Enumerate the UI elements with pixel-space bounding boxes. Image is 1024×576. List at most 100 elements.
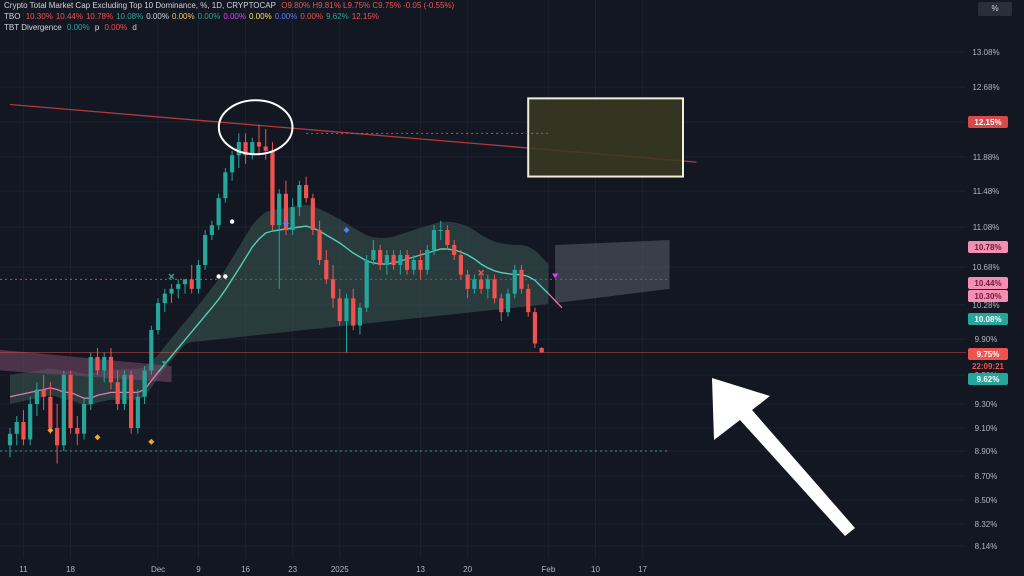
candle [277,189,282,289]
candle [41,375,46,410]
candle-body [162,293,167,304]
price-tag-label: 10.08% [974,315,1001,324]
y-axis-tick-label: 9.10% [975,424,998,433]
candle-body [290,207,295,230]
x-axis-tick-label: 10 [591,565,600,574]
candle [297,180,302,217]
candle-body [492,279,497,299]
tbo-value: 0.00% [146,12,169,21]
candle-body [270,150,275,226]
signal-marker [282,220,289,227]
candle-body [189,279,194,289]
price-tag [968,360,1008,372]
candle [209,220,214,240]
y-axis-tick-label: 8.90% [975,447,998,456]
candle-body [337,298,342,322]
price-tag-label: 9.62% [977,375,1000,384]
candle [391,250,396,270]
resistance-zone-box [527,97,685,178]
candle-body [7,433,13,446]
tbo-value: 0.00% [300,12,324,21]
candle-body [499,298,504,313]
candle-body [330,279,336,299]
candle-body [75,428,80,434]
candle-body [505,293,511,313]
y-axis-tick-label: 8.70% [975,472,998,481]
candle [108,348,114,390]
candle-body [317,230,322,260]
candle-body [411,260,416,270]
candle-body [209,225,214,235]
candle-body [532,312,538,344]
candle-body [196,265,201,289]
candle-body [512,269,517,294]
x-axis-tick-label: 23 [288,565,297,574]
tbt-value-3: 0.00% [104,23,128,32]
candle [418,250,423,280]
signal-marker [47,427,54,434]
lower-band [0,349,172,383]
candle-body [223,172,228,199]
candle [472,274,477,294]
signal-marker [223,274,228,279]
candle [21,410,26,446]
y-axis-tick-label: 12.68% [972,83,999,92]
y-axis-tick-label: 9.90% [975,335,998,344]
percent-scale-button[interactable]: % [978,2,1012,16]
ohlc-values: O9.80% H9.81% L9.75% C9.75% -0.05 (-0.55… [281,1,455,10]
candle [492,274,497,304]
tbo-value: 10.78% [85,12,114,21]
candle-body [526,288,531,313]
candle-body [324,260,329,280]
price-tag-label: 9.75% [977,350,1000,359]
candle [479,274,484,294]
price-tag-label: 10.78% [974,243,1001,252]
candle-body [378,250,383,265]
candle [122,370,127,410]
candle-body [88,357,93,404]
tbt-indicator-name[interactable]: TBT Divergence [4,23,62,32]
candle [263,129,268,160]
y-axis-tick-label: 11.48% [973,187,1000,196]
x-axis-tick-label: Feb [542,565,556,574]
price-tag [968,348,1008,360]
signal-marker [229,219,235,224]
x-axis-tick-label: 13 [416,565,425,574]
price-tag [968,277,1008,289]
candle-body [283,193,289,230]
candle [485,274,490,299]
candle [404,250,410,275]
tbo-indicator-name[interactable]: TBO [4,12,21,21]
candle [532,307,538,348]
x-axis-tick-label: 17 [638,565,647,574]
candle [512,265,517,299]
candle [28,396,33,446]
price-tag-label: 10.30% [974,292,1001,301]
tbo-value: 0.00% [274,12,298,21]
candle-body [182,279,188,285]
header-line-3: TBT Divergence 0.00% p 0.00% d [4,23,140,33]
candle [290,198,295,235]
tbt-value-4: d [132,23,137,32]
candle [445,225,450,250]
candle-body [102,357,107,371]
candle-body [398,255,403,265]
candle-body [371,250,376,260]
ribbon-cloud [10,204,549,406]
candle [330,265,336,308]
tbo-value: 10.30% [25,12,53,21]
candle-body [243,142,248,156]
projection-cloud [555,240,670,304]
candle-body [310,198,315,230]
candle [357,303,363,335]
tbo-value: 10.08% [116,12,144,21]
candle [425,245,430,275]
candle-body [216,198,221,226]
symbol-title[interactable]: Crypto Total Market Cap Excluding Top 10… [4,1,276,10]
candle-body [142,370,147,397]
price-tag [968,313,1008,325]
candle [452,240,457,260]
price-tag [968,241,1008,253]
candle-body [431,230,437,250]
